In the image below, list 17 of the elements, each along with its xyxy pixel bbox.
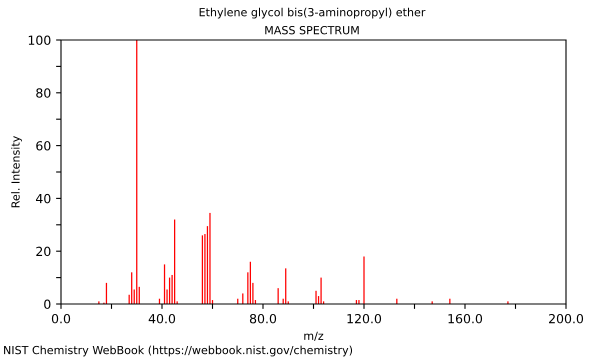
y-tick-label: 0 bbox=[44, 299, 50, 309]
y-tick-label: 100 bbox=[28, 35, 50, 45]
y-tick-label: 20 bbox=[36, 246, 50, 256]
text: NIST Chemistry WebBook (https://webbook.nist.gov/chemistry) bbox=[4, 346, 352, 356]
x-tick-label: 120.0 bbox=[347, 314, 382, 324]
chart-title: Ethylene glycol bis(3-aminopropyl) ether bbox=[200, 8, 426, 19]
chart-subtitle: MASS SPECTRUM bbox=[265, 26, 359, 34]
y-axis-title: Rel. Intensity bbox=[11, 136, 22, 208]
y-tick-label: 40 bbox=[36, 194, 50, 204]
x-tick-label: 0.0 bbox=[52, 314, 70, 324]
x-tick-label: 200.0 bbox=[549, 314, 584, 324]
x-tick-label: 80.0 bbox=[250, 314, 276, 324]
x-tick-label: 160.0 bbox=[448, 314, 482, 324]
y-tick-label: 80 bbox=[36, 88, 50, 98]
y-tick-label: 60 bbox=[36, 141, 50, 151]
x-tick-label: 40.0 bbox=[148, 314, 176, 324]
x-axis-title: m/z bbox=[304, 332, 324, 341]
